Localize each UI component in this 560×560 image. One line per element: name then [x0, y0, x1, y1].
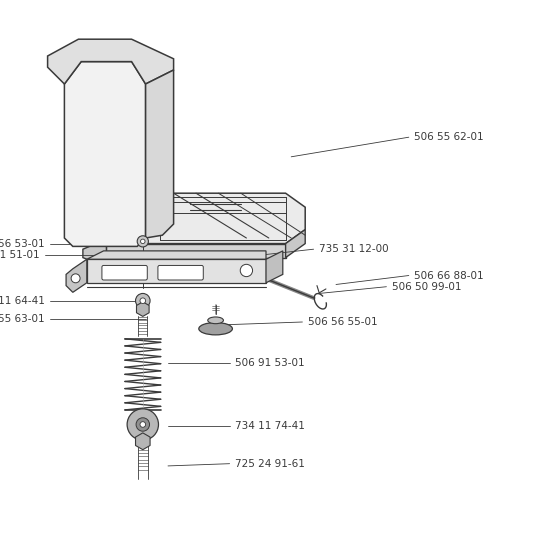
Polygon shape [286, 230, 305, 258]
Polygon shape [83, 244, 106, 260]
Polygon shape [87, 251, 266, 259]
Polygon shape [66, 259, 87, 292]
Text: 506 91 53-01: 506 91 53-01 [235, 358, 305, 368]
Circle shape [136, 293, 150, 308]
Text: 506 55 62-01: 506 55 62-01 [414, 132, 484, 142]
Polygon shape [64, 62, 146, 246]
Circle shape [127, 409, 158, 440]
Circle shape [137, 236, 148, 247]
Text: 506 56 55-01: 506 56 55-01 [308, 317, 377, 327]
Circle shape [140, 422, 146, 427]
Polygon shape [87, 259, 266, 283]
Text: 506 50 99-01: 506 50 99-01 [392, 282, 461, 292]
Polygon shape [48, 39, 174, 84]
Text: 725 24 91-61: 725 24 91-61 [235, 459, 305, 469]
Text: 506 55 63-01: 506 55 63-01 [0, 314, 45, 324]
Circle shape [141, 239, 145, 244]
FancyBboxPatch shape [102, 265, 147, 280]
Circle shape [140, 298, 146, 304]
Polygon shape [137, 302, 149, 316]
Text: 506 66 88-01: 506 66 88-01 [414, 270, 484, 281]
Circle shape [136, 418, 150, 431]
Polygon shape [266, 251, 283, 283]
Polygon shape [146, 70, 174, 238]
Ellipse shape [199, 323, 232, 335]
Polygon shape [106, 244, 286, 258]
Ellipse shape [208, 317, 223, 324]
Text: 506 56 53-01: 506 56 53-01 [0, 239, 45, 249]
Polygon shape [136, 433, 150, 450]
Text: 506 91 51-01: 506 91 51-01 [0, 250, 39, 260]
Circle shape [71, 274, 80, 283]
Circle shape [240, 264, 253, 277]
FancyBboxPatch shape [158, 265, 203, 280]
Text: 734 11 64-41: 734 11 64-41 [0, 296, 45, 306]
Polygon shape [106, 193, 305, 244]
Text: 735 31 12-00: 735 31 12-00 [319, 244, 389, 254]
Text: 734 11 74-41: 734 11 74-41 [235, 421, 305, 431]
